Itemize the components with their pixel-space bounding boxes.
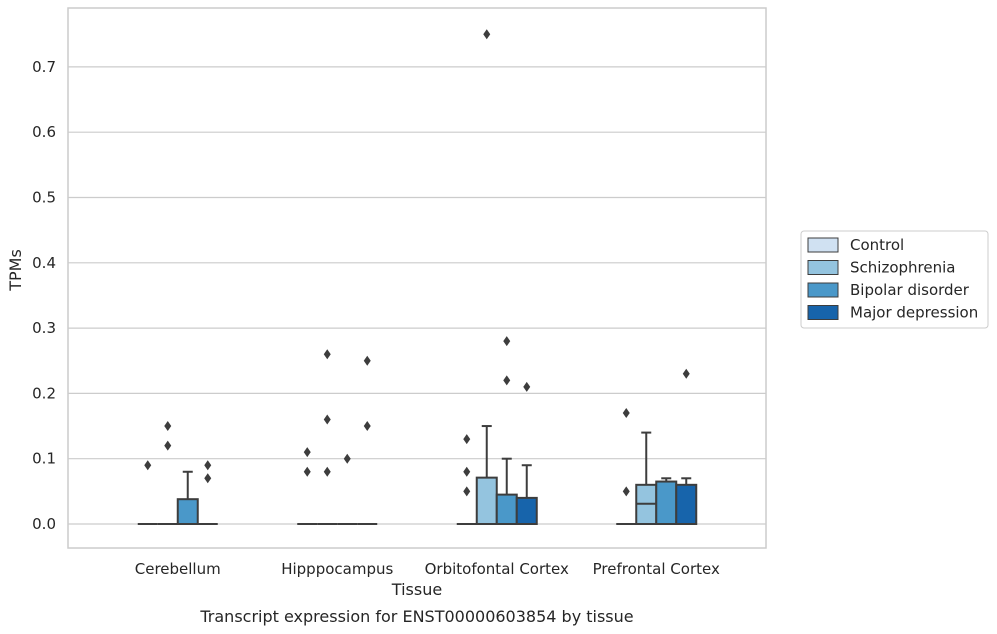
legend-label: Major depression bbox=[850, 304, 978, 322]
x-tick-label: Hipppocampus bbox=[281, 560, 393, 578]
box-body bbox=[655, 480, 678, 525]
box-bipolar-disorder bbox=[337, 453, 358, 525]
outlier-point bbox=[343, 453, 351, 464]
box-major-depression bbox=[197, 460, 218, 525]
outlier-point bbox=[363, 421, 371, 432]
outlier-point bbox=[204, 473, 212, 484]
outlier-point bbox=[523, 381, 531, 392]
outlier-point bbox=[503, 375, 511, 386]
outlier-point bbox=[503, 336, 511, 347]
outlier-point bbox=[463, 466, 471, 477]
outlier-point bbox=[622, 407, 630, 418]
outlier-point bbox=[144, 460, 152, 471]
legend-swatch bbox=[807, 237, 839, 253]
legend-swatch bbox=[807, 282, 839, 298]
outlier-point bbox=[483, 29, 491, 40]
chart-caption: Transcript expression for ENST0000060385… bbox=[199, 607, 633, 626]
box-major-depression bbox=[515, 381, 538, 526]
legend-frame bbox=[800, 230, 989, 329]
outlier-point bbox=[682, 368, 690, 379]
outlier-point bbox=[303, 466, 311, 477]
outlier-point bbox=[463, 434, 471, 445]
box-bipolar-disorder bbox=[655, 477, 678, 525]
x-tick-label: Prefrontal Cortex bbox=[593, 560, 720, 578]
y-axis-label: TPMs bbox=[6, 249, 25, 292]
box-major-depression bbox=[675, 368, 698, 526]
outlier-point bbox=[204, 460, 212, 471]
box-major-depression bbox=[357, 355, 378, 525]
box-body bbox=[495, 493, 518, 525]
outlier-point bbox=[323, 466, 331, 477]
outlier-point bbox=[164, 421, 172, 432]
x-tick-label: Cerebellum bbox=[135, 560, 221, 578]
box-control bbox=[456, 434, 477, 525]
box-body bbox=[675, 483, 698, 526]
box-control bbox=[616, 407, 637, 525]
x-axis-label: Tissue bbox=[391, 580, 442, 599]
legend-label: Schizophrenia bbox=[850, 259, 955, 277]
y-tick-label: 0.0 bbox=[32, 515, 56, 533]
boxes bbox=[137, 29, 698, 526]
y-tick-label: 0.1 bbox=[32, 450, 56, 468]
box-schizophrenia bbox=[475, 29, 498, 525]
box-schizophrenia bbox=[317, 349, 338, 525]
y-tick-label: 0.3 bbox=[32, 319, 56, 337]
outlier-point bbox=[164, 440, 172, 451]
box-bipolar-disorder bbox=[495, 336, 518, 525]
box-body bbox=[515, 496, 538, 526]
y-tick-label: 0.7 bbox=[32, 58, 56, 76]
box-body bbox=[176, 498, 199, 526]
box-body bbox=[475, 476, 498, 525]
outlier-point bbox=[622, 486, 630, 497]
x-axis-ticks: Cerebellum Hipppocampus Orbitofontal Corte… bbox=[135, 560, 720, 578]
outlier-point bbox=[303, 447, 311, 458]
box-bipolar-disorder bbox=[176, 470, 199, 526]
y-tick-label: 0.2 bbox=[32, 384, 56, 402]
plot-area-frame bbox=[67, 7, 767, 549]
outlier-point bbox=[463, 486, 471, 497]
box-schizophrenia bbox=[635, 431, 658, 526]
y-tick-label: 0.6 bbox=[32, 123, 56, 141]
box-control bbox=[297, 447, 318, 525]
gridlines bbox=[68, 66, 766, 525]
legend: Control Schizophrenia Bipolar disorder Majo… bbox=[800, 230, 989, 329]
legend-swatch bbox=[807, 260, 839, 275]
box-schizophrenia bbox=[157, 421, 178, 525]
x-tick-label: Orbitofontal Cortex bbox=[425, 560, 569, 578]
outlier-point bbox=[323, 349, 331, 360]
outlier-point bbox=[323, 414, 331, 425]
outlier-point bbox=[363, 355, 371, 366]
y-tick-label: 0.5 bbox=[32, 189, 56, 207]
y-tick-label: 0.4 bbox=[32, 254, 56, 272]
y-axis-ticks: 0.0 0.1 0.2 0.3 0.4 0.5 0.6 0.7 bbox=[32, 58, 56, 533]
legend-label: Bipolar disorder bbox=[850, 281, 970, 299]
legend-label: Control bbox=[850, 236, 904, 254]
legend-swatch bbox=[807, 305, 839, 320]
box-control bbox=[137, 460, 158, 525]
